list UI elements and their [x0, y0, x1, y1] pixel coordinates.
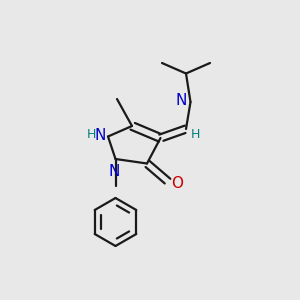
Text: N: N	[176, 93, 187, 108]
Text: N: N	[95, 128, 106, 142]
Text: N: N	[108, 164, 120, 178]
Text: H: H	[191, 128, 200, 141]
Text: O: O	[171, 176, 183, 190]
Text: H: H	[87, 128, 96, 142]
